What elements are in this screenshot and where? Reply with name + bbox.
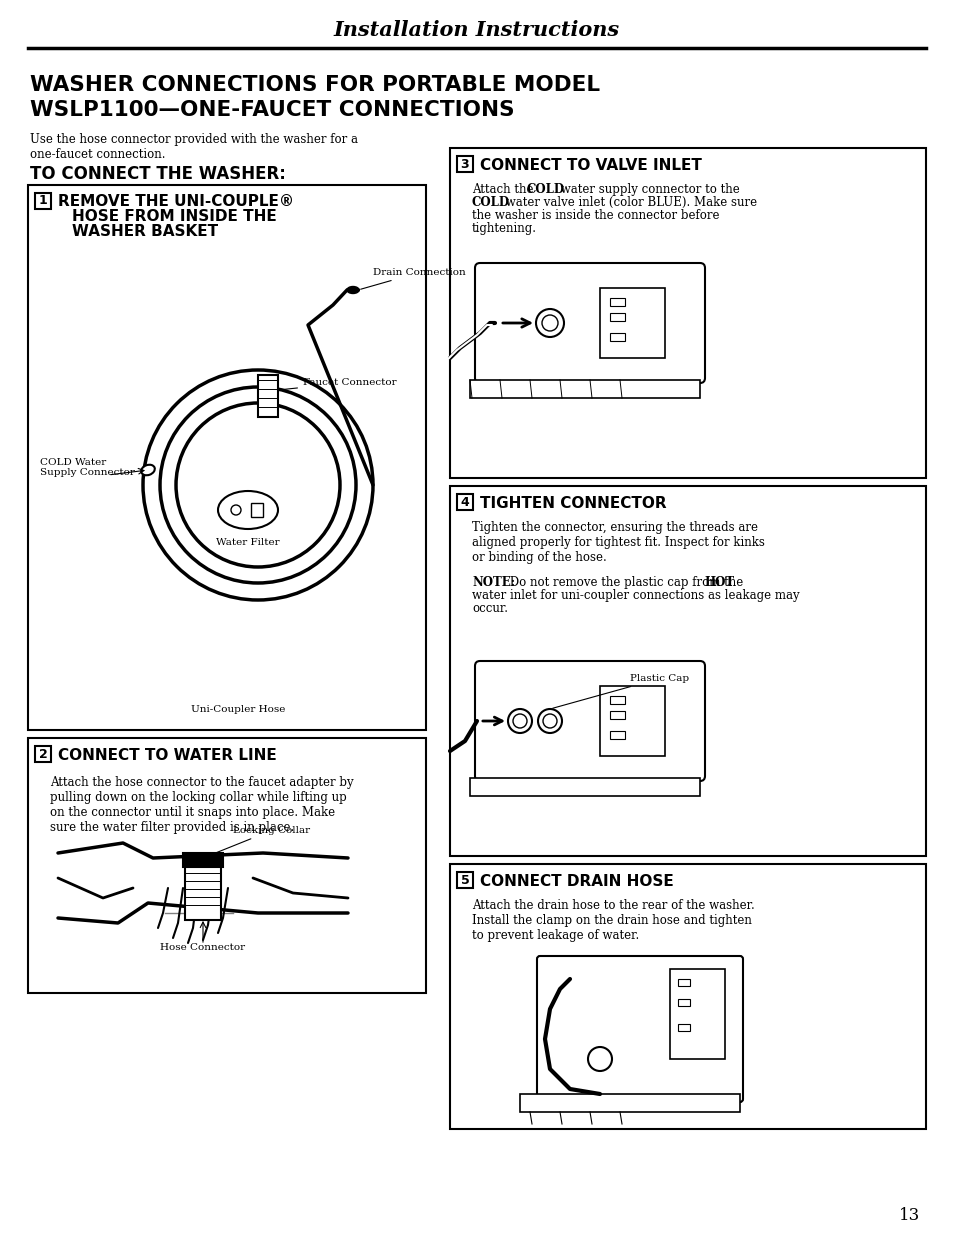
- Text: REMOVE THE UNI-COUPLE®: REMOVE THE UNI-COUPLE®: [58, 194, 294, 209]
- Text: 13: 13: [899, 1207, 920, 1224]
- Bar: [28, 185, 426, 730]
- Circle shape: [536, 309, 563, 337]
- Bar: [599, 288, 664, 358]
- Text: HOSE FROM INSIDE THE: HOSE FROM INSIDE THE: [71, 209, 276, 224]
- Bar: [456, 872, 473, 888]
- Bar: [470, 778, 700, 797]
- FancyBboxPatch shape: [475, 661, 704, 781]
- Text: Do not remove the plastic cap from the: Do not remove the plastic cap from the: [505, 576, 746, 589]
- Circle shape: [542, 714, 557, 727]
- Bar: [185, 864, 221, 920]
- Bar: [678, 979, 689, 986]
- Text: 5: 5: [460, 873, 469, 887]
- Text: water inlet for uni-coupler connections as leakage may: water inlet for uni-coupler connections …: [472, 589, 799, 601]
- Text: Locking Collar: Locking Collar: [207, 826, 310, 857]
- Text: CONNECT TO WATER LINE: CONNECT TO WATER LINE: [58, 748, 276, 763]
- Bar: [609, 711, 624, 719]
- Text: 4: 4: [460, 495, 469, 509]
- Bar: [450, 148, 925, 478]
- Text: WASHER CONNECTIONS FOR PORTABLE MODEL: WASHER CONNECTIONS FOR PORTABLE MODEL: [30, 75, 599, 95]
- Bar: [609, 731, 624, 739]
- Ellipse shape: [141, 464, 154, 475]
- Bar: [28, 739, 426, 993]
- Bar: [183, 853, 223, 867]
- Text: 3: 3: [460, 158, 469, 170]
- Text: Faucet Connector: Faucet Connector: [280, 378, 396, 390]
- Text: Attach the: Attach the: [472, 183, 537, 196]
- Text: HOT: HOT: [703, 576, 734, 589]
- Bar: [678, 999, 689, 1007]
- Bar: [609, 312, 624, 321]
- FancyBboxPatch shape: [475, 263, 704, 383]
- Text: Attach the hose connector to the faucet adapter by
pulling down on the locking c: Attach the hose connector to the faucet …: [50, 776, 354, 834]
- Text: 2: 2: [38, 747, 48, 761]
- Bar: [609, 298, 624, 306]
- Text: Plastic Cap: Plastic Cap: [552, 674, 688, 708]
- Bar: [599, 685, 664, 756]
- Text: Attach the drain hose to the rear of the washer.
Install the clamp on the drain : Attach the drain hose to the rear of the…: [472, 899, 754, 942]
- Text: COLD: COLD: [526, 183, 564, 196]
- Bar: [456, 156, 473, 172]
- Text: water supply connector to the: water supply connector to the: [557, 183, 739, 196]
- Bar: [251, 503, 263, 517]
- Bar: [35, 193, 51, 209]
- Text: Use the hose connector provided with the washer for a
one-faucet connection.: Use the hose connector provided with the…: [30, 133, 357, 161]
- Text: 1: 1: [38, 194, 48, 207]
- Bar: [609, 697, 624, 704]
- Text: COLD Water
Supply Connector: COLD Water Supply Connector: [40, 458, 134, 478]
- FancyBboxPatch shape: [537, 956, 742, 1102]
- Text: CONNECT TO VALVE INLET: CONNECT TO VALVE INLET: [479, 158, 701, 173]
- Text: water valve inlet (color BLUE). Make sure: water valve inlet (color BLUE). Make sur…: [501, 196, 757, 209]
- Bar: [470, 380, 700, 398]
- Circle shape: [587, 1047, 612, 1071]
- Text: Drain Connection: Drain Connection: [360, 268, 465, 289]
- Text: tightening.: tightening.: [472, 222, 537, 235]
- Text: NOTE:: NOTE:: [472, 576, 515, 589]
- Text: CONNECT DRAIN HOSE: CONNECT DRAIN HOSE: [479, 874, 673, 889]
- Circle shape: [513, 714, 526, 727]
- Bar: [257, 375, 277, 417]
- Bar: [678, 1024, 689, 1031]
- Ellipse shape: [218, 492, 277, 529]
- Text: COLD: COLD: [472, 196, 510, 209]
- Bar: [450, 487, 925, 856]
- Text: Water Filter: Water Filter: [216, 538, 279, 547]
- Text: the washer is inside the connector before: the washer is inside the connector befor…: [472, 209, 719, 222]
- Text: TO CONNECT THE WASHER:: TO CONNECT THE WASHER:: [30, 165, 286, 183]
- Circle shape: [537, 709, 561, 734]
- Circle shape: [507, 709, 532, 734]
- Bar: [456, 494, 473, 510]
- Text: Installation Instructions: Installation Instructions: [334, 20, 619, 40]
- Circle shape: [231, 505, 241, 515]
- Text: TIGHTEN CONNECTOR: TIGHTEN CONNECTOR: [479, 496, 666, 511]
- Bar: [669, 969, 724, 1058]
- Text: Hose Connector: Hose Connector: [160, 944, 245, 952]
- Bar: [450, 864, 925, 1129]
- Text: Uni-Coupler Hose: Uni-Coupler Hose: [191, 705, 285, 715]
- Text: occur.: occur.: [472, 601, 507, 615]
- Bar: [519, 1094, 740, 1112]
- Text: WSLP1100—ONE-FAUCET CONNECTIONS: WSLP1100—ONE-FAUCET CONNECTIONS: [30, 100, 514, 120]
- Circle shape: [541, 315, 558, 331]
- Text: WASHER BASKET: WASHER BASKET: [71, 224, 218, 240]
- Ellipse shape: [347, 287, 358, 294]
- Bar: [35, 746, 51, 762]
- Text: Tighten the connector, ensuring the threads are
aligned properly for tightest fi: Tighten the connector, ensuring the thre…: [472, 521, 764, 564]
- Bar: [609, 333, 624, 341]
